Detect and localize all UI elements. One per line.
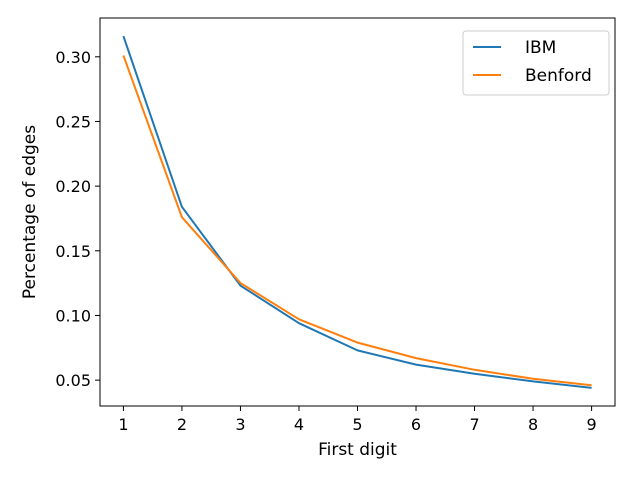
x-tick-label: 9 (586, 415, 596, 434)
x-tick-label: 2 (177, 415, 187, 434)
series-line-ibm (122, 35, 592, 389)
legend-label-ibm: IBM (525, 38, 556, 58)
x-tick-label: 7 (469, 415, 479, 434)
series-line-benford (122, 55, 592, 387)
x-tick-label: 4 (294, 415, 304, 434)
y-tick-label: 0.30 (55, 48, 91, 67)
y-tick-label: 0.10 (55, 306, 91, 325)
y-tick-label: 0.05 (55, 371, 91, 390)
x-tick-label: 5 (352, 415, 362, 434)
x-tick-label: 6 (411, 415, 421, 434)
y-tick-label: 0.15 (55, 242, 91, 261)
legend-label-benford: Benford (525, 66, 592, 86)
x-tick-label: 3 (235, 415, 245, 434)
y-tick-label: 0.20 (55, 177, 91, 196)
x-tick-label: 1 (118, 415, 128, 434)
x-axis-ticks: 1 2 3 4 5 6 7 8 9 (118, 406, 597, 434)
y-axis-label: Percentage of edges (20, 125, 40, 299)
legend: IBM Benford (462, 30, 610, 96)
x-tick-label: 8 (528, 415, 538, 434)
plot-lines (122, 35, 592, 389)
x-axis-label: First digit (318, 440, 397, 460)
y-axis-ticks: 0.05 0.10 0.15 0.20 0.25 0.30 (55, 48, 100, 390)
y-tick-label: 0.25 (55, 112, 91, 131)
